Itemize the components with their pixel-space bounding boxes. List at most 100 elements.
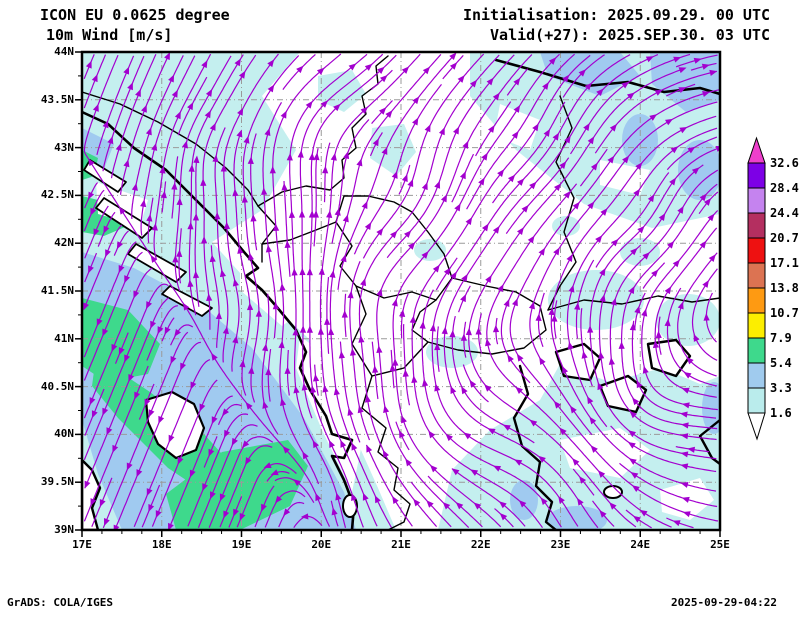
streamline-arrowhead bbox=[335, 492, 342, 501]
streamline-arrowhead bbox=[507, 174, 516, 183]
streamline-arrowhead bbox=[630, 472, 639, 479]
streamline-arrowhead bbox=[587, 201, 595, 210]
streamline-arrowhead bbox=[349, 348, 357, 356]
streamline-arrowhead bbox=[107, 136, 114, 145]
streamline bbox=[267, 349, 272, 402]
streamline-arrowhead bbox=[127, 82, 133, 91]
streamline-arrowhead bbox=[493, 465, 502, 472]
streamline-arrowhead bbox=[562, 74, 570, 83]
streamline-arrowhead bbox=[450, 385, 457, 394]
streamline-arrowhead bbox=[451, 468, 460, 476]
streamline-arrowhead bbox=[559, 161, 567, 170]
streamline-arrowhead bbox=[562, 365, 569, 374]
streamline-arrowhead bbox=[351, 442, 358, 451]
streamline-arrowhead bbox=[372, 138, 379, 147]
streamline-arrowhead bbox=[618, 341, 625, 349]
streamline-arrowhead bbox=[460, 294, 466, 303]
streamline-arrowhead bbox=[630, 247, 638, 256]
streamline-arrowhead bbox=[465, 327, 472, 336]
streamline-arrowhead bbox=[631, 485, 640, 493]
streamline-arrowhead bbox=[693, 333, 700, 342]
streamline-arrowhead bbox=[463, 432, 472, 440]
streamline bbox=[505, 157, 570, 234]
streamline bbox=[569, 53, 691, 155]
streamline-arrowhead bbox=[328, 327, 335, 336]
streamline bbox=[309, 54, 397, 528]
streamline-arrowhead bbox=[364, 63, 373, 71]
streamline-arrowhead bbox=[628, 430, 636, 438]
legend-value-label: 20.7 bbox=[770, 231, 799, 245]
lon-tick-label: 24E bbox=[630, 538, 651, 551]
streamline-arrowhead bbox=[590, 162, 598, 171]
streamline-arrowhead bbox=[115, 143, 122, 152]
streamline-arrowhead bbox=[535, 313, 542, 321]
streamline-arrowhead bbox=[134, 391, 141, 400]
streamline-arrowhead bbox=[366, 444, 373, 453]
streamline-arrowhead bbox=[273, 223, 280, 232]
streamline-arrowhead bbox=[642, 365, 649, 374]
streamline-arrowhead bbox=[126, 462, 133, 471]
streamline-arrowhead bbox=[454, 203, 461, 212]
streamline-arrowhead bbox=[310, 385, 317, 394]
streamline-arrowhead bbox=[693, 57, 702, 64]
streamline bbox=[187, 413, 249, 527]
streamline-arrowhead bbox=[507, 354, 514, 363]
streamline-arrowhead bbox=[360, 278, 367, 287]
streamline-arrowhead bbox=[708, 254, 716, 262]
streamline-arrowhead bbox=[376, 227, 384, 236]
streamline-arrowhead bbox=[449, 52, 457, 61]
streamline-arrowhead bbox=[238, 70, 246, 79]
streamline-arrowhead bbox=[629, 410, 638, 419]
streamline-arrowhead bbox=[234, 58, 241, 67]
streamline-arrowhead bbox=[699, 240, 707, 249]
streamline-arrowhead bbox=[576, 497, 584, 506]
streamline-arrowhead bbox=[587, 396, 594, 405]
streamline bbox=[219, 445, 273, 528]
streamline-arrowhead bbox=[128, 374, 135, 383]
streamline-arrowhead bbox=[232, 335, 239, 344]
streamline-arrowhead bbox=[284, 366, 291, 374]
streamline-arrowhead bbox=[306, 267, 313, 276]
streamline-arrowhead bbox=[91, 410, 98, 419]
lat-tick-label: 39N bbox=[54, 523, 74, 536]
streamline-arrowhead bbox=[275, 495, 283, 504]
streamline-arrowhead bbox=[119, 206, 126, 215]
streamline-arrowhead bbox=[669, 177, 677, 186]
streamline bbox=[261, 293, 279, 435]
streamline-arrowhead bbox=[329, 440, 335, 449]
streamline-arrowhead bbox=[199, 403, 206, 412]
streamline-arrowhead bbox=[411, 375, 418, 384]
streamline-arrowhead bbox=[88, 191, 95, 200]
streamline-arrowhead bbox=[377, 66, 385, 75]
streamline-arrowhead bbox=[488, 125, 495, 133]
streamline bbox=[319, 53, 421, 527]
streamline-arrowhead bbox=[84, 480, 91, 489]
streamline-arrowhead bbox=[597, 470, 606, 478]
streamline-arrowhead bbox=[487, 428, 496, 435]
streamline bbox=[589, 147, 719, 460]
streamline-arrowhead bbox=[340, 439, 347, 448]
streamline-arrowhead bbox=[637, 225, 645, 234]
streamline-arrowhead bbox=[315, 493, 322, 502]
legend-swatch bbox=[747, 362, 766, 389]
streamline bbox=[329, 54, 442, 528]
streamline-arrowhead bbox=[351, 492, 357, 501]
streamline-arrowhead bbox=[438, 127, 445, 136]
streamline-arrowhead bbox=[461, 386, 468, 395]
streamline bbox=[492, 101, 566, 204]
legend-swatch bbox=[747, 387, 766, 414]
streamline bbox=[83, 267, 153, 419]
map-shape bbox=[426, 336, 478, 368]
streamline bbox=[208, 436, 274, 528]
streamline-arrowhead bbox=[358, 335, 365, 343]
lon-tick-label: 17E bbox=[72, 538, 92, 551]
streamline bbox=[339, 341, 361, 443]
streamline-arrowhead bbox=[655, 330, 662, 339]
streamline-arrowhead bbox=[214, 211, 221, 220]
streamline-arrowhead bbox=[564, 135, 571, 144]
streamline bbox=[236, 462, 297, 528]
streamline-arrowhead bbox=[568, 284, 575, 293]
streamline-arrowhead bbox=[193, 155, 200, 164]
streamline-arrowhead bbox=[261, 187, 268, 195]
